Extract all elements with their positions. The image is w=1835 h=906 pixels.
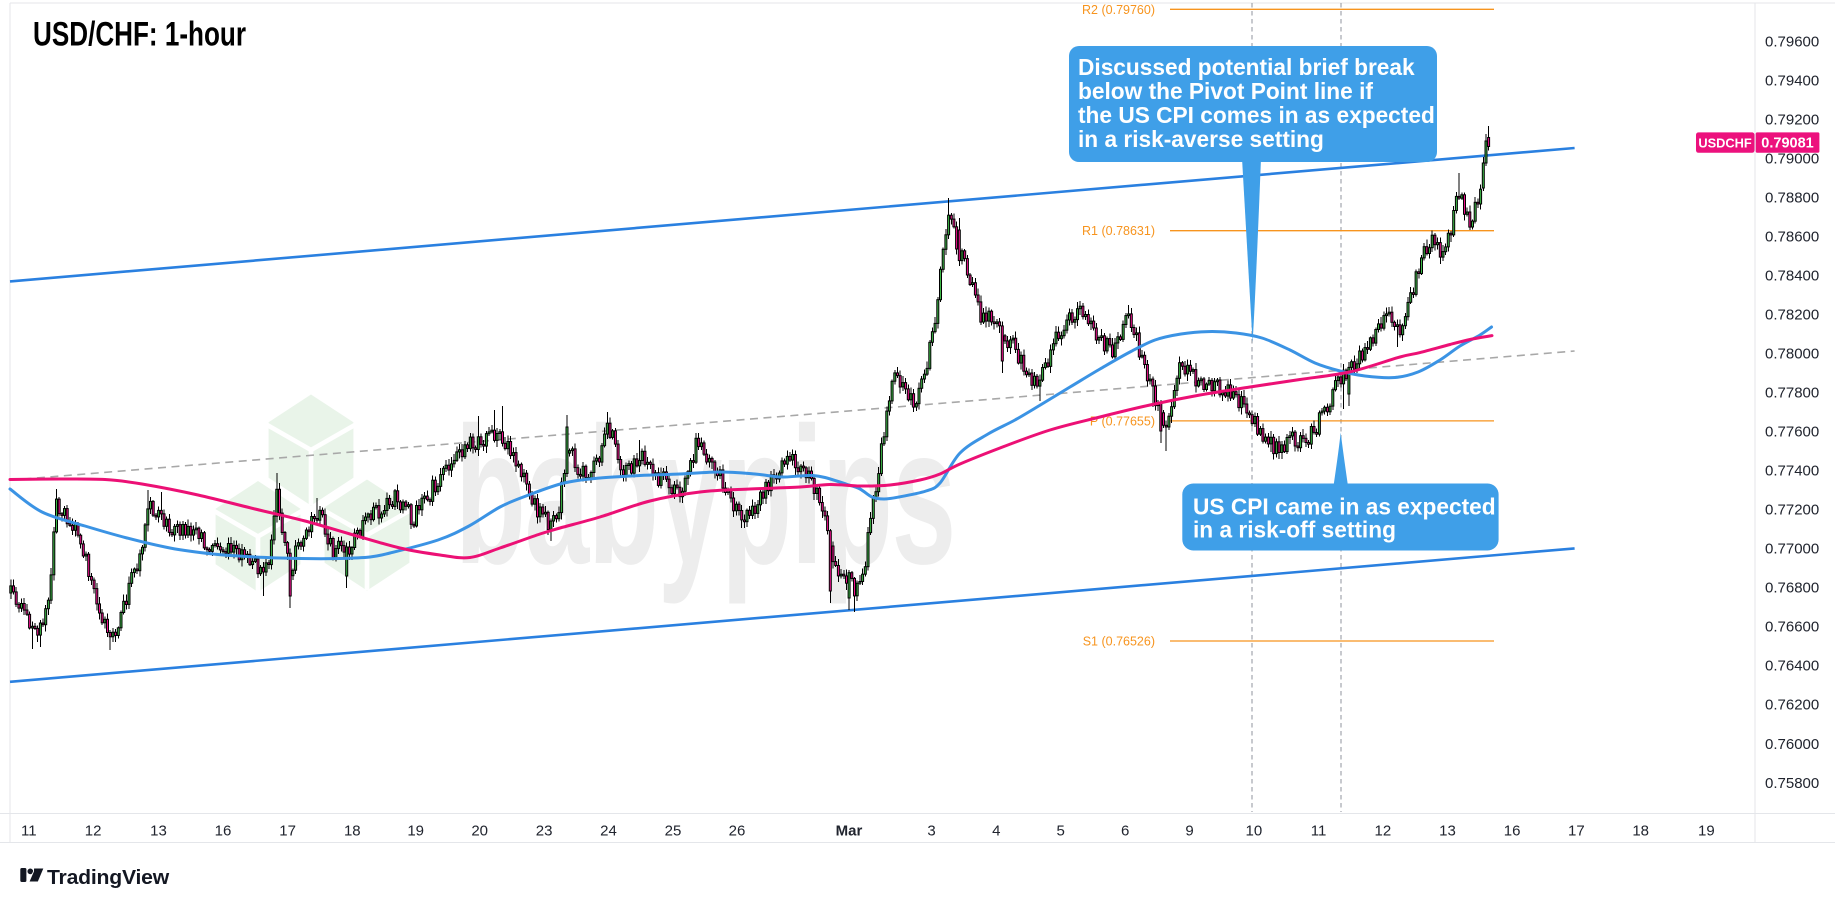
svg-text:0.78000: 0.78000 (1765, 346, 1819, 363)
svg-text:13: 13 (150, 823, 167, 840)
svg-text:0.78600: 0.78600 (1765, 228, 1819, 245)
svg-text:Mar: Mar (836, 823, 863, 840)
svg-text:10: 10 (1246, 823, 1263, 840)
svg-text:0.77400: 0.77400 (1765, 463, 1819, 480)
svg-text:0.77800: 0.77800 (1765, 385, 1819, 402)
svg-text:20: 20 (471, 823, 488, 840)
svg-text:13: 13 (1439, 823, 1456, 840)
svg-text:12: 12 (85, 823, 102, 840)
svg-text:0.79200: 0.79200 (1765, 111, 1819, 128)
svg-text:5: 5 (1057, 823, 1065, 840)
svg-text:0.76400: 0.76400 (1765, 658, 1819, 675)
svg-text:0.76200: 0.76200 (1765, 697, 1819, 714)
svg-text:11: 11 (1311, 823, 1327, 840)
svg-text:below the Pivot Point line if: below the Pivot Point line if (1078, 78, 1373, 104)
svg-text:TradingView: TradingView (47, 867, 170, 889)
svg-text:19: 19 (407, 823, 424, 840)
svg-text:USDCHF: USDCHF (1698, 135, 1752, 150)
svg-text:0.75800: 0.75800 (1765, 775, 1819, 792)
svg-text:Discussed potential brief brea: Discussed potential brief break (1078, 54, 1415, 80)
svg-text:0.77000: 0.77000 (1765, 541, 1819, 558)
svg-text:0.79400: 0.79400 (1765, 72, 1819, 89)
svg-text:0.76800: 0.76800 (1765, 580, 1819, 597)
svg-text:0.78200: 0.78200 (1765, 307, 1819, 324)
svg-text:6: 6 (1121, 823, 1129, 840)
svg-text:0.78800: 0.78800 (1765, 189, 1819, 206)
svg-text:23: 23 (536, 823, 553, 840)
svg-text:19: 19 (1698, 823, 1715, 840)
svg-text:17: 17 (1568, 823, 1585, 840)
svg-text:in a risk-averse setting: in a risk-averse setting (1078, 126, 1324, 152)
svg-text:18: 18 (1632, 823, 1649, 840)
svg-text:S1 (0.76526): S1 (0.76526) (1083, 635, 1155, 649)
svg-text:0.76000: 0.76000 (1765, 736, 1819, 753)
svg-text:16: 16 (1504, 823, 1521, 840)
svg-text:16: 16 (215, 823, 232, 840)
svg-text:USD/CHF: 1-hour: USD/CHF: 1-hour (33, 16, 246, 54)
svg-text:0.79081: 0.79081 (1761, 136, 1813, 152)
svg-text:26: 26 (729, 823, 746, 840)
svg-text:9: 9 (1185, 823, 1193, 840)
svg-text:0.79600: 0.79600 (1765, 33, 1819, 50)
svg-text:4: 4 (992, 823, 1000, 840)
svg-text:17: 17 (279, 823, 296, 840)
svg-text:11: 11 (21, 823, 37, 840)
svg-text:R1 (0.78631): R1 (0.78631) (1082, 224, 1155, 238)
svg-text:0.76600: 0.76600 (1765, 619, 1819, 636)
svg-text:18: 18 (344, 823, 361, 840)
svg-text:12: 12 (1375, 823, 1392, 840)
svg-text:0.77200: 0.77200 (1765, 502, 1819, 519)
svg-text:0.79000: 0.79000 (1765, 150, 1819, 167)
svg-text:in a risk-off setting: in a risk-off setting (1193, 517, 1396, 543)
svg-text:3: 3 (927, 823, 935, 840)
svg-text:0.77600: 0.77600 (1765, 424, 1819, 441)
svg-text:24: 24 (600, 823, 617, 840)
svg-text:the US CPI comes in as expecte: the US CPI comes in as expected (1078, 102, 1435, 128)
svg-text:25: 25 (665, 823, 682, 840)
svg-text:0.78400: 0.78400 (1765, 268, 1819, 285)
svg-text:US CPI came in as expected: US CPI came in as expected (1193, 494, 1496, 520)
svg-text:R2 (0.79760): R2 (0.79760) (1082, 3, 1155, 17)
svg-text:P (0.77655): P (0.77655) (1090, 414, 1155, 428)
